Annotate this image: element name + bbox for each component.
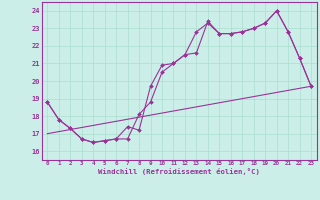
X-axis label: Windchill (Refroidissement éolien,°C): Windchill (Refroidissement éolien,°C) (98, 168, 260, 175)
